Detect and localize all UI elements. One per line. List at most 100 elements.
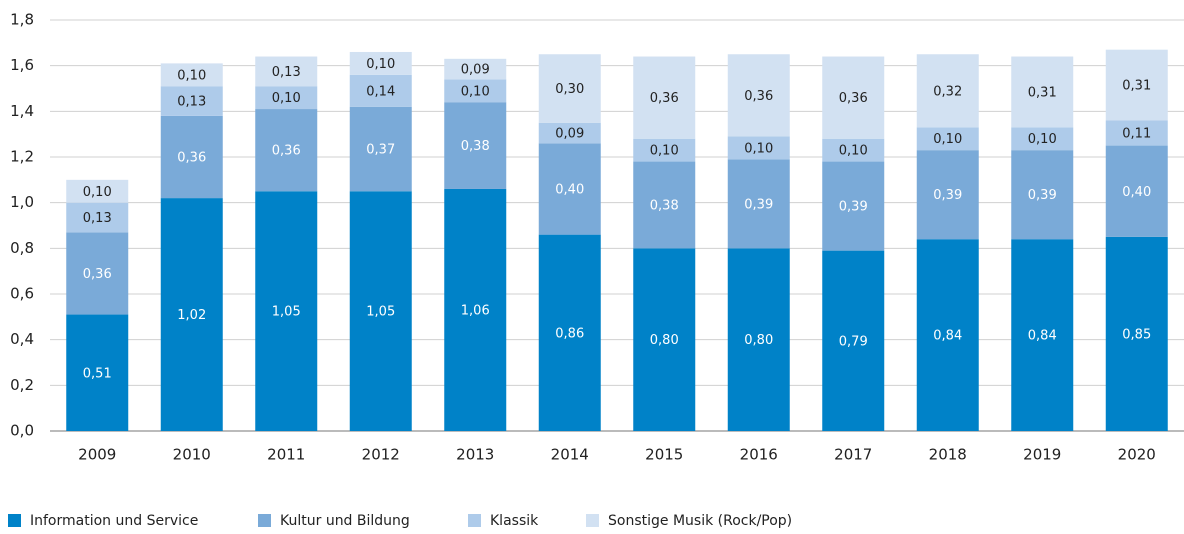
bar-segment	[1105, 120, 1168, 146]
y-tick-label: 0,2	[10, 376, 34, 394]
bar-segment	[633, 138, 696, 162]
bar-segment	[160, 115, 223, 199]
bar-segment	[538, 143, 601, 235]
value-label: 0,36	[650, 91, 679, 106]
y-tick-label: 0,0	[10, 422, 34, 440]
bar-segment	[727, 54, 790, 137]
value-label: 0,80	[650, 333, 679, 348]
value-label: 0,10	[650, 144, 679, 159]
bar-segment	[160, 86, 223, 116]
bar-segment	[916, 54, 979, 128]
x-tick-label: 2017	[834, 446, 872, 464]
value-label: 0,39	[933, 188, 962, 203]
value-label: 0,36	[272, 144, 301, 159]
value-label: 0,11	[1122, 127, 1151, 142]
bar-segment	[1011, 150, 1074, 240]
legend-swatch	[586, 514, 599, 527]
bar-segment	[349, 106, 412, 192]
value-label: 0,10	[1028, 132, 1057, 147]
x-tick-label: 2016	[740, 446, 778, 464]
legend-swatch	[468, 514, 481, 527]
value-label: 0,10	[272, 91, 301, 106]
value-label: 0,09	[555, 127, 584, 142]
bar-segment	[727, 248, 790, 431]
value-label: 1,05	[272, 305, 301, 320]
value-label: 0,79	[839, 334, 868, 349]
value-label: 0,38	[461, 139, 490, 154]
value-label: 0,36	[744, 89, 773, 104]
value-label: 1,05	[366, 305, 395, 320]
y-tick-label: 1,8	[10, 11, 34, 29]
value-label: 0,39	[744, 197, 773, 212]
bar-segment	[916, 239, 979, 431]
legend-label: Information und Service	[30, 513, 198, 529]
legend-swatch	[8, 514, 21, 527]
value-label: 0,84	[933, 329, 962, 344]
bar-segment	[444, 79, 507, 103]
bar-segment	[160, 63, 223, 87]
bar-segment	[255, 191, 318, 431]
bar-segment	[822, 138, 885, 162]
legend-label: Sonstige Musik (Rock/Pop)	[608, 513, 792, 529]
bar-segment	[538, 234, 601, 431]
value-label: 0,14	[366, 84, 395, 99]
bar-segment	[349, 191, 412, 431]
y-tick-label: 0,6	[10, 285, 34, 303]
value-label: 0,86	[555, 326, 584, 341]
value-label: 0,36	[177, 151, 206, 166]
value-label: 0,13	[177, 95, 206, 110]
value-label: 0,80	[744, 333, 773, 348]
bar-segment	[66, 314, 129, 431]
value-label: 0,40	[555, 182, 584, 197]
y-tick-label: 1,0	[10, 193, 34, 211]
y-tick-label: 1,2	[10, 148, 34, 166]
value-label: 0,10	[177, 68, 206, 83]
bar-segment	[727, 136, 790, 160]
legend-swatch	[258, 514, 271, 527]
bar-segment	[633, 56, 696, 139]
value-label: 0,32	[933, 84, 962, 99]
x-tick-label: 2019	[1023, 446, 1061, 464]
bar-segment	[349, 51, 412, 75]
value-label: 0,10	[461, 84, 490, 99]
legend-label: Kultur und Bildung	[280, 513, 410, 529]
value-label: 0,10	[83, 185, 112, 200]
y-tick-label: 1,6	[10, 56, 34, 74]
x-tick-label: 2012	[362, 446, 400, 464]
value-label: 0,10	[744, 141, 773, 156]
x-tick-label: 2020	[1118, 446, 1156, 464]
bar-segment	[916, 127, 979, 151]
x-tick-label: 2013	[456, 446, 494, 464]
bar-segment	[160, 198, 223, 431]
bar-segment	[633, 161, 696, 249]
value-label: 0,10	[933, 132, 962, 147]
value-label: 0,39	[1028, 188, 1057, 203]
x-tick-label: 2018	[929, 446, 967, 464]
bar-segment	[444, 102, 507, 189]
bar-segment	[255, 86, 318, 110]
bar-segment	[1011, 127, 1074, 151]
value-label: 0,51	[83, 366, 112, 381]
value-label: 0,10	[839, 144, 868, 159]
value-label: 0,38	[650, 198, 679, 213]
legend-label: Klassik	[490, 513, 539, 529]
x-tick-label: 2011	[267, 446, 305, 464]
value-label: 0,30	[555, 82, 584, 97]
bar-segment	[1011, 56, 1074, 128]
bar-segment	[349, 74, 412, 107]
value-label: 1,02	[177, 308, 206, 323]
bar-segment	[633, 248, 696, 431]
value-label: 0,39	[839, 200, 868, 215]
bar-segment	[916, 150, 979, 240]
value-label: 0,13	[272, 65, 301, 80]
bar-segment	[444, 58, 507, 80]
bar-segment	[822, 250, 885, 431]
bar-segment	[822, 161, 885, 251]
y-tick-label: 0,8	[10, 239, 34, 257]
bar-segment	[66, 179, 129, 203]
value-label: 0,40	[1122, 185, 1151, 200]
x-tick-label: 2009	[78, 446, 116, 464]
value-label: 0,09	[461, 63, 490, 78]
bar-segment	[1105, 145, 1168, 237]
